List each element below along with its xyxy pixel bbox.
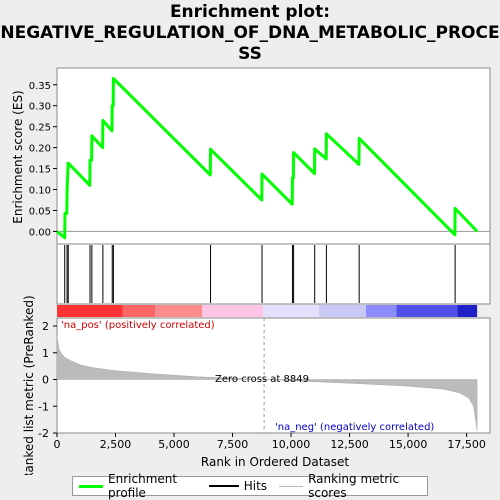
ranking-colorbar (57, 305, 478, 317)
rank-x-tick-label: 5,000 (158, 438, 190, 451)
rank-x-tick-label: 17,500 (447, 438, 486, 451)
legend-label-profile: Enrichment profile (108, 472, 178, 500)
title-line-3: SS (238, 44, 262, 64)
rank-y-label: Ranked list metric (PreRanked) (22, 295, 36, 475)
legend-item-ranking: Ranking metric scores (279, 472, 415, 500)
pos-label: 'na_pos' (positively correlated) (61, 320, 215, 331)
rank-x-tick-label: 2,500 (100, 438, 132, 451)
es-y-tick-label: 0.15 (29, 165, 51, 176)
hits-panel (56, 243, 491, 305)
es-y-tick-label: 0.00 (29, 227, 51, 238)
colorbar-segment (202, 305, 263, 317)
es-y-tick-label: 0.05 (29, 206, 51, 217)
rank-x-axis: 0 2,500 5,000 7,500 10,000 12,500 15,000 17,500 (54, 433, 486, 451)
rank-x-label: Rank in Ordered Dataset (201, 455, 349, 469)
legend-swatch-profile (79, 484, 104, 488)
colorbar-segment (365, 305, 397, 317)
es-y-tick-label: 0.25 (29, 123, 51, 134)
neg-label: 'na_neg' (negatively correlated) (275, 422, 434, 433)
rank-x-tick-label: 12,500 (330, 438, 369, 451)
hits-marks (64, 245, 456, 303)
rank-y-tick-label: 1 (42, 347, 49, 360)
chart-title: Enrichment plot: NEGATIVE_REGULATION_OF_… (0, 2, 500, 65)
rank-y-tick-label: 2 (42, 320, 49, 333)
rank-y-axis: -2 -1 0 1 2 (38, 320, 57, 440)
title-line-1: Enrichment plot: (169, 2, 331, 22)
colorbar-segment (57, 305, 123, 317)
colorbar-segment (262, 305, 320, 317)
rank-x-tick-label: 7,500 (217, 438, 249, 451)
colorbar-segment (122, 305, 156, 317)
rank-y-tick-label: -1 (38, 400, 49, 413)
title-line-2: NEGATIVE_REGULATION_OF_DNA_METABOLIC_PRO… (0, 23, 500, 43)
es-y-tick-label: 0.10 (29, 186, 51, 197)
legend-label-hits: Hits (243, 479, 268, 493)
legend-swatch-hits (208, 485, 239, 487)
es-y-axis: 0.00 0.05 0.10 0.15 0.20 0.25 0.30 0.35 (29, 81, 57, 238)
es-y-label: Enrichment score (ES) (11, 90, 25, 223)
legend-label-ranking: Ranking metric scores (308, 472, 400, 500)
legend-item-profile: Enrichment profile (79, 472, 197, 500)
legend: Enrichment profile Hits Ranking metric s… (72, 472, 428, 500)
es-panel (56, 67, 491, 245)
colorbar-segment (319, 305, 366, 317)
ranking-metric-area (56, 318, 478, 433)
rank-x-tick-label: 10,000 (272, 438, 311, 451)
es-y-tick-label: 0.35 (29, 81, 51, 92)
rank-x-tick-label: 0 (54, 438, 61, 451)
colorbar-segment (457, 305, 478, 317)
es-y-tick-label: 0.30 (29, 102, 51, 113)
rank-x-tick-label: 15,000 (389, 438, 428, 451)
enrichment-profile-line (56, 77, 479, 240)
enrichment-plot: 0.000.050.100.150.200.250.300.35 -2-1012… (11, 67, 491, 475)
es-y-tick-label: 0.20 (29, 144, 51, 155)
legend-item-hits: Hits (208, 479, 268, 493)
zero-cross-label: Zero cross at 8849 (215, 374, 309, 385)
colorbar-segment (396, 305, 458, 317)
enrichment-profile-series (56, 77, 479, 240)
colorbar-segment (155, 305, 203, 317)
legend-swatch-ranking (279, 485, 304, 487)
rank-y-tick-label: -2 (38, 427, 49, 440)
rank-y-tick-label: 0 (42, 374, 49, 387)
